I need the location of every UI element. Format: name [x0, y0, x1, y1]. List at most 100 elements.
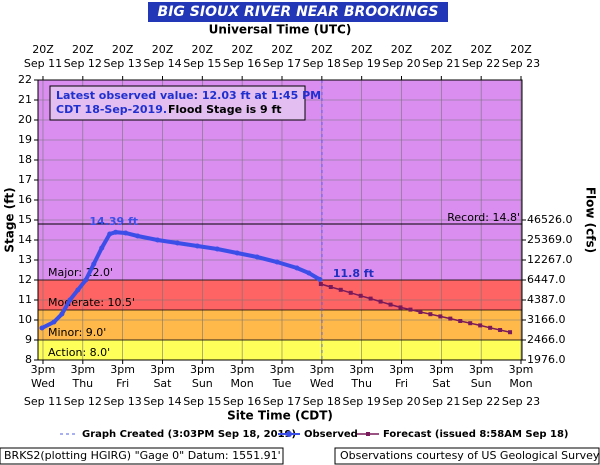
observed-line	[41, 230, 321, 330]
forecast-point	[338, 287, 343, 292]
top-x-tick-label: 20Z	[32, 43, 54, 56]
x-tick-day: Mon	[509, 377, 532, 390]
x-tick-day: Tue	[272, 377, 292, 390]
value-label: 14.39 ft	[89, 215, 138, 228]
x-tick-date: Sep 17	[263, 395, 301, 408]
title-bar	[148, 2, 448, 22]
x-tick-day: Sat	[153, 377, 172, 390]
x-tick-label: 3pm	[349, 363, 374, 376]
annotation-line: Flood Stage is 9 ft	[168, 103, 282, 116]
forecast-point	[328, 285, 333, 289]
top-axis-title: Universal Time (UTC)	[209, 23, 352, 37]
top-x-tick-date: Sep 20	[382, 57, 420, 70]
y-tick-label: 8	[25, 353, 32, 366]
top-x-tick-label: 20Z	[470, 43, 492, 56]
forecast-point	[428, 312, 433, 317]
annotation-line: CDT 18-Sep-2019.	[56, 103, 167, 116]
observed-point	[317, 276, 323, 282]
x-tick-day: Thu	[71, 377, 93, 390]
observed-point	[306, 270, 312, 276]
x-tick-label: 3pm	[469, 363, 494, 376]
forecast-point	[358, 293, 363, 298]
y-tick-label: 9	[25, 333, 32, 346]
x-tick-date: Sep 16	[223, 395, 261, 408]
top-x-tick-date: Sep 19	[343, 57, 381, 70]
top-x-tick-label: 20Z	[152, 43, 174, 56]
observed-point	[155, 237, 161, 243]
x-tick-label: 3pm	[31, 363, 56, 376]
x-tick-day: Fri	[395, 377, 408, 390]
forecast-point	[418, 310, 423, 314]
observed-point	[174, 240, 180, 246]
plot-area: Action: 8.0' Minor: 9.0' Moderate: 10.5' Ma…	[34, 65, 526, 364]
forecast-point	[438, 314, 443, 319]
x-tick-date: Sep 22	[462, 395, 500, 408]
y2-tick-label: 46526.0	[527, 213, 573, 226]
x-tick-day: Mon	[231, 377, 254, 390]
forecast-point	[458, 319, 463, 323]
y-tick-label: 20	[18, 113, 32, 126]
x-tick-date: Sep 21	[422, 395, 460, 408]
y2-axis-title: Flow (cfs)	[584, 187, 598, 253]
y-tick-label: 13	[18, 253, 32, 266]
x-tick-date: Sep 14	[143, 395, 181, 408]
y2-tick-label: 25369.0	[527, 233, 573, 246]
observed-point	[135, 233, 141, 239]
x-tick-label: 3pm	[190, 363, 215, 376]
plot-frame	[37, 79, 523, 361]
x-tick-date: Sep 20	[382, 395, 420, 408]
observed-point	[83, 277, 89, 283]
y-tick-label: 19	[18, 133, 32, 146]
y-tick-label: 22	[18, 73, 32, 86]
forecast-point	[408, 307, 413, 312]
x-tick-label: 3pm	[389, 363, 414, 376]
top-x-tick-label: 20Z	[431, 43, 453, 56]
forecast-point	[498, 328, 503, 332]
y-tick-label: 21	[18, 93, 32, 106]
y2-tick-label: 12267.0	[527, 253, 573, 266]
y-tick-label: 18	[18, 153, 32, 166]
top-x-tick-date: Sep 15	[183, 57, 221, 70]
observed-point	[234, 250, 240, 256]
x-tick-date: Sep 11	[24, 395, 62, 408]
top-x-tick-date: Sep 23	[502, 57, 540, 70]
legend-label: Observed	[304, 429, 358, 440]
observed-point	[99, 245, 105, 251]
y-axis-title: Stage (ft)	[3, 187, 17, 252]
forecast-point	[468, 321, 473, 326]
y2-tick-label: 6447.0	[527, 273, 566, 286]
observed-point	[107, 231, 113, 237]
top-x-tick-date: Sep 21	[422, 57, 460, 70]
value-label: 11.8 ft	[333, 267, 374, 280]
forecast-point	[348, 290, 353, 295]
top-x-tick-date: Sep 22	[462, 57, 500, 70]
observed-point	[91, 261, 97, 267]
observed-point	[254, 254, 260, 260]
forecast-point	[388, 302, 393, 307]
y-tick-label: 12	[18, 273, 32, 286]
forecast-point	[318, 282, 323, 286]
threshold-label: Minor: 9.0'	[48, 326, 106, 339]
x-tick-date: Sep 18	[303, 395, 341, 408]
x-tick-day: Sat	[432, 377, 451, 390]
y2-tick-label: 4387.0	[527, 293, 566, 306]
x-tick-day: Wed	[31, 377, 55, 390]
threshold-label: Major: 12.0'	[48, 266, 113, 279]
observed-point	[75, 287, 81, 293]
forecast-point	[398, 305, 403, 310]
top-x-tick-date: Sep 18	[303, 57, 341, 70]
observed-point	[274, 259, 280, 265]
top-x-tick-label: 20Z	[192, 43, 214, 56]
annotation-line: Latest observed value: 12.03 ft at 1:45 …	[56, 89, 321, 102]
y-tick-label: 11	[18, 293, 32, 306]
forecast-point	[478, 323, 483, 328]
x-tick-day: Fri	[116, 377, 129, 390]
flood-band	[38, 340, 522, 360]
annotation-box	[49, 85, 306, 121]
x-tick-date: Sep 13	[104, 395, 142, 408]
top-x-tick-date: Sep 16	[223, 57, 261, 70]
top-x-tick-label: 20Z	[510, 43, 532, 56]
y-tick-label: 15	[18, 213, 32, 226]
x-tick-label: 3pm	[110, 363, 135, 376]
